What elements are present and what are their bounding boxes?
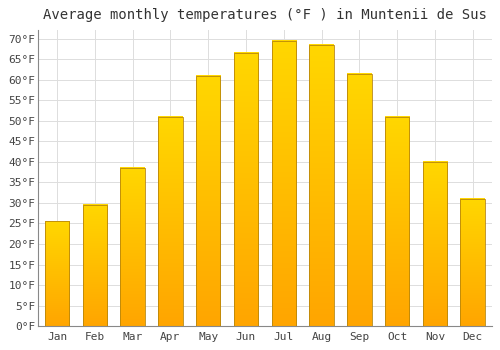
Bar [422,162,448,326]
Bar [158,117,182,326]
Bar [310,45,334,326]
Bar [82,205,107,326]
Bar [385,117,409,326]
Bar [347,74,372,326]
Bar [196,76,220,326]
Bar [272,41,296,326]
Bar [120,168,145,326]
Bar [460,199,485,326]
Bar [44,222,70,326]
Bar [310,45,334,326]
Bar [120,168,145,326]
Bar [385,117,409,326]
Bar [158,117,182,326]
Bar [234,53,258,326]
Bar [44,222,70,326]
Bar [82,205,107,326]
Bar [422,162,448,326]
Bar [272,41,296,326]
Bar [196,76,220,326]
Bar [347,74,372,326]
Bar [234,53,258,326]
Bar [460,199,485,326]
Title: Average monthly temperatures (°F ) in Muntenii de Sus: Average monthly temperatures (°F ) in Mu… [43,8,487,22]
